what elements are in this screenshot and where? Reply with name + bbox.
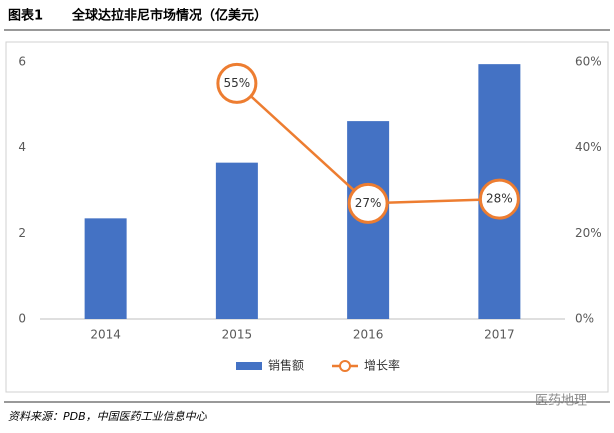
y-tick-label: 2 bbox=[18, 226, 26, 240]
legend-label: 增长率 bbox=[364, 358, 400, 373]
x-tick-label: 2014 bbox=[90, 328, 121, 342]
line-marker bbox=[478, 178, 520, 220]
y2-tick-label: 0% bbox=[575, 312, 594, 326]
line-marker bbox=[216, 62, 258, 104]
x-tick-label: 2016 bbox=[353, 328, 384, 342]
legend-label: 销售额 bbox=[268, 358, 304, 373]
chart-title: 全球达拉非尼市场情况（亿美元） bbox=[71, 8, 267, 24]
x-tick-label: 2017 bbox=[484, 328, 515, 342]
data-label: 28% bbox=[486, 192, 513, 206]
y2-tick-label: 60% bbox=[575, 55, 602, 69]
bar bbox=[215, 162, 258, 319]
line-marker bbox=[347, 182, 389, 224]
y2-tick-label: 20% bbox=[575, 226, 602, 240]
y-tick-label: 4 bbox=[18, 140, 26, 154]
data-label: 55% bbox=[224, 76, 251, 90]
legend-swatch bbox=[236, 362, 262, 370]
watermark: 医药地理 bbox=[535, 394, 587, 409]
data-label: 27% bbox=[355, 196, 382, 210]
bar bbox=[84, 218, 127, 319]
y2-tick-label: 40% bbox=[575, 140, 602, 154]
x-tick-label: 2015 bbox=[222, 328, 253, 342]
figure-label: 图表1 bbox=[8, 8, 43, 24]
chart-frame bbox=[5, 41, 609, 393]
y-tick-label: 0 bbox=[18, 312, 26, 326]
source-note: 资料来源：PDB，中国医药工业信息中心 bbox=[8, 410, 208, 423]
y-tick-label: 6 bbox=[18, 55, 26, 69]
legend-swatch bbox=[339, 360, 351, 372]
